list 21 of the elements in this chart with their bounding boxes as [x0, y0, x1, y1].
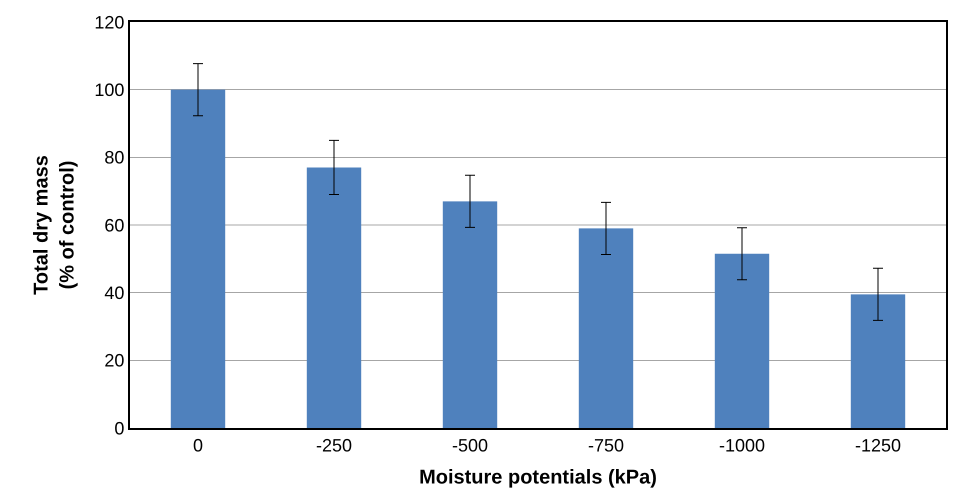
y-tick-label: 80	[104, 148, 124, 168]
bar	[714, 254, 770, 428]
x-axis-title: Moisture potentials (kPa)	[419, 466, 657, 489]
x-tick-label: -500	[452, 436, 488, 456]
y-tick-label: 100	[94, 80, 124, 100]
bar	[850, 294, 906, 428]
y-tick-label: 0	[114, 418, 124, 438]
x-tick-label: -750	[588, 436, 624, 456]
bar	[306, 167, 362, 428]
bar	[442, 201, 498, 428]
x-tick-label: -1000	[718, 436, 766, 456]
x-tick-label: 0	[192, 436, 204, 456]
y-tick-label: 20	[104, 350, 124, 371]
y-tick-label: 40	[104, 282, 124, 303]
bar	[170, 90, 226, 428]
x-tick-label: -1250	[854, 436, 902, 456]
bar	[578, 228, 634, 428]
y-tick-label: 60	[104, 215, 124, 236]
y-tick-label: 120	[94, 12, 124, 32]
y-axis-title: Total dry mass (% of control)	[30, 155, 78, 295]
x-tick-label: -250	[316, 436, 352, 456]
